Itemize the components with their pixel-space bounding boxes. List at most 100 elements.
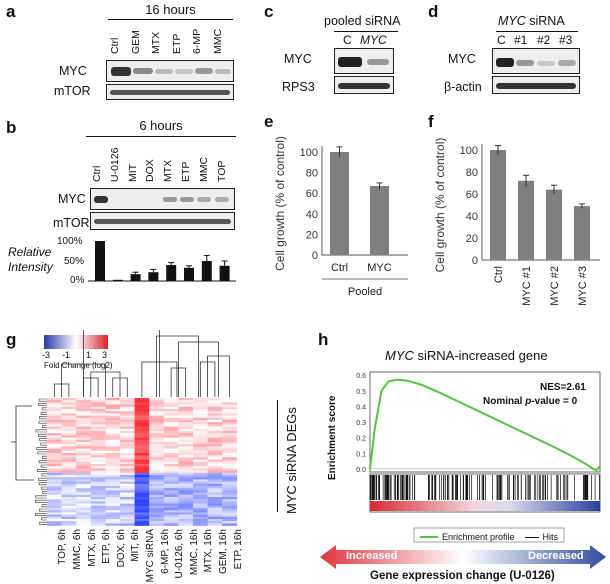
heatmap-cell <box>193 479 208 482</box>
dendrogram-branch <box>40 464 47 468</box>
heatmap-cell <box>178 508 194 511</box>
heatmap-cell <box>47 523 62 526</box>
heatmap-cell <box>120 479 135 482</box>
y-tick-label: 80 <box>466 167 478 179</box>
heatmap-cell <box>61 411 77 414</box>
heatmap-cell <box>76 461 92 465</box>
heatmap-cell <box>149 442 165 445</box>
heatmap-cell <box>193 406 208 410</box>
heatmap-cell <box>207 479 223 482</box>
heatmap-cell <box>178 475 194 478</box>
heatmap-cell <box>193 439 208 443</box>
lane-label: DOX <box>144 159 157 182</box>
heatmap-cell <box>134 481 150 485</box>
heatmap-cell <box>149 479 165 482</box>
heatmap-cell <box>134 417 150 421</box>
heatmap-cell <box>61 409 77 412</box>
heatmap-cell <box>61 464 77 467</box>
heatmap-cell <box>149 409 165 412</box>
heatmap-cell <box>61 459 77 463</box>
heatmap-cell <box>90 444 106 447</box>
heatmap-cell <box>193 512 208 515</box>
heatmap-cell <box>61 422 77 425</box>
heatmap-cell <box>149 398 165 401</box>
heatmap-cell <box>193 468 208 471</box>
heatmap-cell <box>163 472 179 476</box>
heatmap-cell <box>47 398 62 401</box>
heatmap-cell <box>76 437 92 441</box>
heatmap-cell <box>47 461 62 465</box>
heatmap-cell <box>61 400 77 403</box>
heatmap-cell <box>134 470 150 474</box>
panel-h-arrow-left: Increased <box>346 550 398 562</box>
heatmap-cell <box>134 453 150 456</box>
heatmap-cell <box>47 400 62 403</box>
heatmap-cell <box>47 499 62 502</box>
panel-c-label: c <box>264 2 274 21</box>
heatmap-cell <box>134 461 150 465</box>
heatmap-cell <box>105 503 121 507</box>
heatmap-cell <box>178 448 194 452</box>
heatmap-cell <box>222 492 238 496</box>
lane-label: MIT <box>126 163 139 182</box>
heatmap-cell <box>76 433 92 436</box>
heatmap-cell <box>163 486 179 489</box>
heatmap-cell <box>207 523 223 526</box>
heatmap-cell <box>134 450 150 454</box>
heatmap-cell <box>105 424 121 427</box>
y-tick-label: 0.5 <box>356 389 366 396</box>
heatmap-cell <box>178 483 194 487</box>
heatmap-cell <box>178 490 194 493</box>
heatmap-cell <box>193 488 208 491</box>
heatmap-cell <box>47 402 62 405</box>
heatmap-cell <box>76 455 92 458</box>
heatmap-cell <box>90 413 106 416</box>
heatmap-cell <box>47 516 62 520</box>
heatmap-cell <box>193 420 208 423</box>
heatmap-cell <box>76 402 92 405</box>
heatmap-cell <box>120 409 135 412</box>
heatmap-cell <box>178 455 194 458</box>
heatmap-cell <box>61 402 77 405</box>
heatmap-cell <box>90 398 106 401</box>
blot-band <box>111 67 131 76</box>
heatmap-cell <box>120 497 135 500</box>
heatmap-cell <box>76 483 92 487</box>
heatmap-cell <box>105 455 121 458</box>
heatmap-cell <box>193 516 208 520</box>
bar <box>148 272 159 281</box>
panel-a-row-label: MYC <box>59 64 87 78</box>
dendrogram-branch <box>38 482 47 486</box>
heatmap-cell <box>134 488 150 491</box>
heatmap-cell <box>134 446 150 449</box>
heatmap-cell <box>178 457 194 460</box>
heatmap-cell <box>120 477 135 480</box>
heatmap-cell <box>76 406 92 410</box>
heatmap-cell <box>120 472 135 476</box>
heatmap-cell <box>134 501 150 504</box>
panel-b-row-label: mTOR <box>53 216 90 230</box>
heatmap-cell <box>193 475 208 478</box>
heatmap-cell <box>105 435 121 438</box>
heatmap-cell <box>163 519 179 522</box>
panel-d-header-rest: siRNA <box>525 14 565 28</box>
heatmap-cell <box>120 406 135 410</box>
legend-profile-swatch <box>420 536 438 538</box>
heatmap-cell <box>105 481 121 485</box>
heatmap-cell <box>105 516 121 520</box>
heatmap-cell <box>90 523 106 526</box>
heatmap-cell <box>149 431 165 434</box>
heatmap-cell <box>76 439 92 443</box>
heatmap-cell <box>76 400 92 403</box>
heatmap-cell <box>149 402 165 405</box>
heatmap-cell <box>76 409 92 412</box>
heatmap-cell <box>149 420 165 423</box>
heatmap-cell <box>178 424 194 427</box>
heatmap-cell <box>149 475 165 478</box>
panel-b-time: 6 hours <box>139 118 183 133</box>
heatmap-cell <box>207 516 223 520</box>
heatmap-cell <box>105 413 121 416</box>
heatmap-cell <box>47 404 62 408</box>
heatmap-cell <box>90 486 106 489</box>
heatmap-cell <box>149 501 165 504</box>
